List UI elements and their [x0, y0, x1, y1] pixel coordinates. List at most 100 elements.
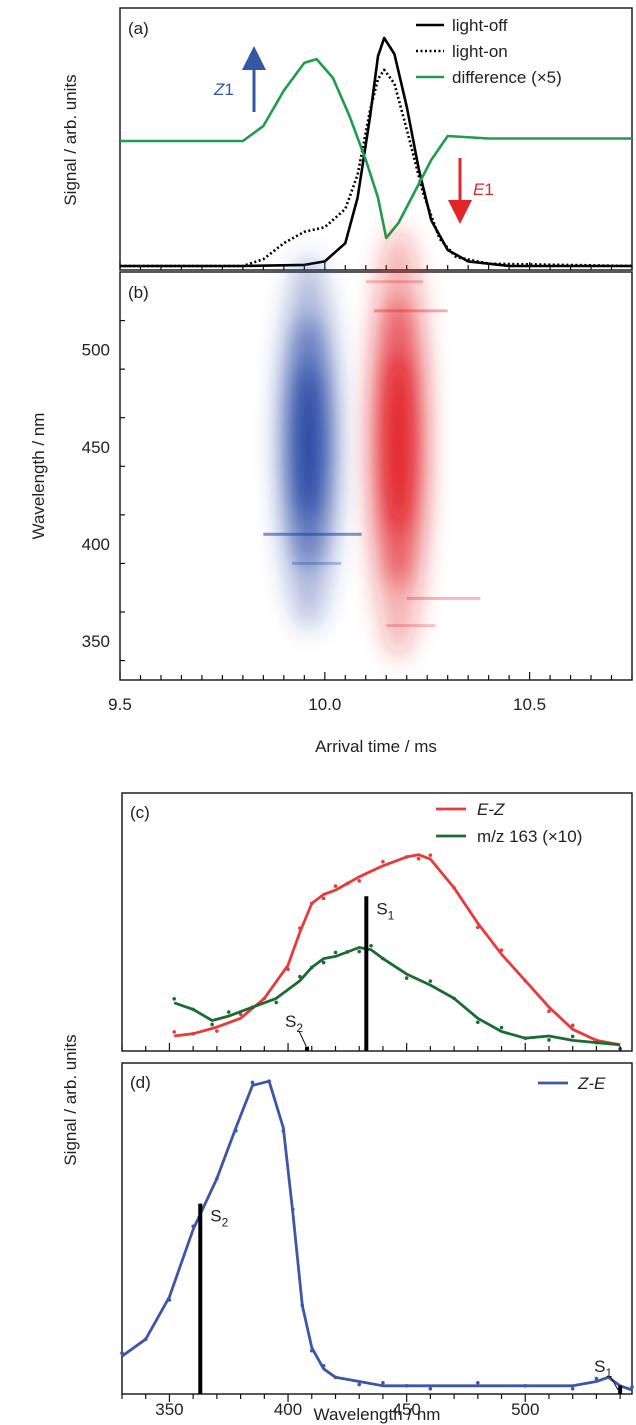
c-point-0 [570, 1023, 575, 1028]
e1-annotation: E1 [448, 158, 494, 224]
c-point-1 [570, 1034, 575, 1039]
panel-d-frame [121, 1062, 633, 1395]
z1-text: Z [213, 80, 225, 99]
c-point-1 [499, 1025, 504, 1030]
heat-core [382, 355, 415, 531]
legend-label-1: light-on [452, 42, 508, 61]
d-point [476, 1380, 480, 1385]
c-point-0 [381, 859, 385, 864]
b-ytick-label: 500 [82, 341, 110, 360]
c-point-0 [547, 1009, 551, 1014]
d-xtick-label: 400 [274, 1400, 302, 1419]
panel-b-ticks: 9.5 10.0 10.5 350 400 450 500 [82, 319, 633, 714]
d-stick-sub: 1 [605, 1366, 612, 1380]
d-stick-label-2: S2 [210, 1207, 228, 1230]
e1-label: E1 [473, 180, 494, 199]
c-point-0 [416, 856, 421, 861]
z1-annotation: Z1 [213, 46, 266, 112]
e1-suffix: 1 [484, 180, 493, 199]
c-series-line-0 [174, 853, 621, 1047]
panel-c: (c) S1 S2 E-Z m/z 163 (×10) [121, 792, 633, 1052]
b-ytick-label: 400 [82, 535, 110, 554]
panel-a-lines [120, 36, 633, 268]
heat-streak [386, 624, 436, 628]
series-line-light-off [120, 36, 632, 268]
c-point-1 [274, 1000, 278, 1005]
c-legend-label-0: E-Z [477, 800, 505, 819]
heat-streak [263, 532, 362, 536]
b-xtick-label: 10.5 [513, 695, 546, 714]
c-point-0 [357, 879, 362, 883]
heat-streak [406, 596, 481, 600]
c-point-1 [210, 1022, 214, 1027]
panel-d-label: (d) [130, 1073, 151, 1092]
heat-core [292, 367, 325, 519]
b-ytick-label: 350 [82, 632, 110, 651]
panel-b-xlabel: Arrival time / ms [315, 737, 437, 756]
b-ytick-label: 450 [82, 438, 110, 457]
panel-b-frame [119, 271, 633, 681]
c-point-1 [226, 1010, 231, 1014]
heat-blob-negative [278, 256, 339, 630]
d-point [357, 1382, 362, 1387]
panel-a-legend: light-off light-on difference (×5) [416, 16, 562, 87]
panel-d-xlabel: Wavelength / nm [314, 1405, 441, 1424]
c-point-0 [321, 896, 326, 901]
c-point-0 [172, 1030, 176, 1034]
d-xtick-label: 450 [392, 1400, 420, 1419]
c-point-1 [357, 949, 362, 954]
c-series-line-1 [173, 946, 621, 1047]
d-point [381, 1380, 385, 1385]
panel-a: (a) Signal / arb. units light-offlight-o… [61, 7, 633, 271]
d-stick-label-1: S1 [594, 1357, 612, 1380]
c-point-0 [215, 1029, 219, 1033]
b-xtick-label: 9.5 [108, 695, 132, 714]
c-point-0 [428, 853, 433, 857]
panel-c-lines: S1 S2 [172, 853, 622, 1051]
c-stick-pointer [298, 1030, 307, 1047]
c-point-1 [428, 979, 433, 983]
panel-d-ticks: 350 400 450 500 [121, 1394, 621, 1419]
c-point-1 [321, 960, 326, 965]
d-xtick-label: 500 [511, 1400, 539, 1419]
d-legend-label: Z-E [577, 1074, 606, 1093]
c-stick-sub: 2 [296, 1021, 303, 1035]
panel-a-ylabel: Signal / arb. units [61, 74, 80, 205]
d-xtick-label: 350 [155, 1400, 183, 1419]
d-point [630, 1385, 634, 1389]
c-point-0 [333, 884, 338, 888]
z1-label: Z1 [213, 80, 234, 99]
b-xtick-label: 10.0 [308, 695, 341, 714]
heat-streak [373, 309, 448, 313]
panel-c-ticks [121, 1043, 621, 1051]
panel-c-label: (c) [130, 803, 150, 822]
series-line-light-on [120, 68, 633, 268]
heat-streak [365, 280, 424, 284]
panel-b-ylabel: Wavelength / nm [29, 413, 48, 540]
panel-b-heatmap [263, 227, 481, 659]
panel-c-frame [121, 792, 633, 1052]
d-point [594, 1376, 599, 1381]
legend-label-2: difference (×5) [452, 68, 562, 87]
d-series-line [121, 1079, 633, 1392]
c-stick-s: S [285, 1012, 296, 1031]
d-stick-pointer [609, 1375, 619, 1391]
heat-blob-positive [368, 227, 429, 659]
c-stick-label-2: S2 [285, 1012, 303, 1035]
panel-d-legend: Z-E [538, 1074, 606, 1093]
legend-label-0: light-off [452, 16, 508, 35]
d-stick-s: S [594, 1357, 605, 1376]
c-point-1 [404, 976, 409, 980]
d-point [250, 1080, 255, 1085]
d-point [570, 1386, 575, 1391]
c-point-1 [172, 997, 176, 1001]
c-legend-label-1: m/z 163 (×10) [477, 827, 582, 846]
panel-b-label: (b) [128, 283, 149, 302]
heat-streak [292, 561, 342, 565]
panel-c-legend: E-Z m/z 163 (×10) [436, 800, 582, 846]
d-stick-sub: 2 [222, 1216, 229, 1230]
c-stick-label-1: S1 [376, 899, 394, 922]
c-point-1 [369, 943, 373, 948]
